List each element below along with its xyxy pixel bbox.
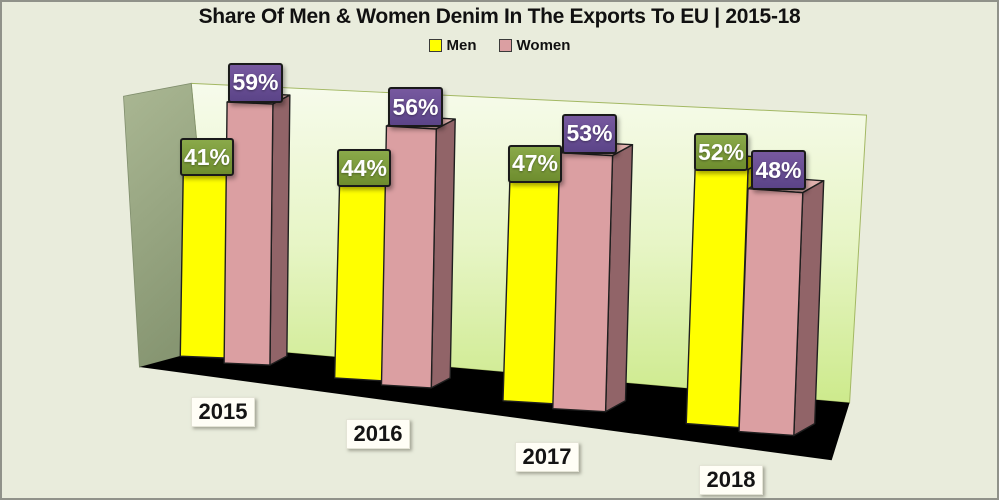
- legend-label-women: Women: [516, 37, 571, 54]
- bar-men-2018-front: [685, 164, 749, 429]
- bar-women-2015-front: [223, 101, 274, 366]
- bar-men-2017-front: [502, 176, 562, 405]
- bar-women-2018-front: [738, 187, 804, 437]
- legend-label-men: Men: [446, 37, 477, 54]
- legend-swatch-men-icon: [428, 39, 442, 52]
- chart-title: Share Of Men & Women Denim In The Export…: [198, 5, 801, 28]
- legend-item-women: Women: [498, 37, 571, 54]
- bar-women-2016-front: [380, 125, 437, 389]
- legend-swatch-women-icon: [498, 39, 512, 52]
- legend: Men Women: [2, 37, 997, 54]
- bar-men-2015-front: [179, 169, 231, 359]
- bar-men-2016-front: [333, 180, 390, 382]
- legend-item-men: Men: [428, 37, 477, 54]
- floor: [139, 346, 850, 461]
- bar-women-2017-front: [552, 151, 614, 413]
